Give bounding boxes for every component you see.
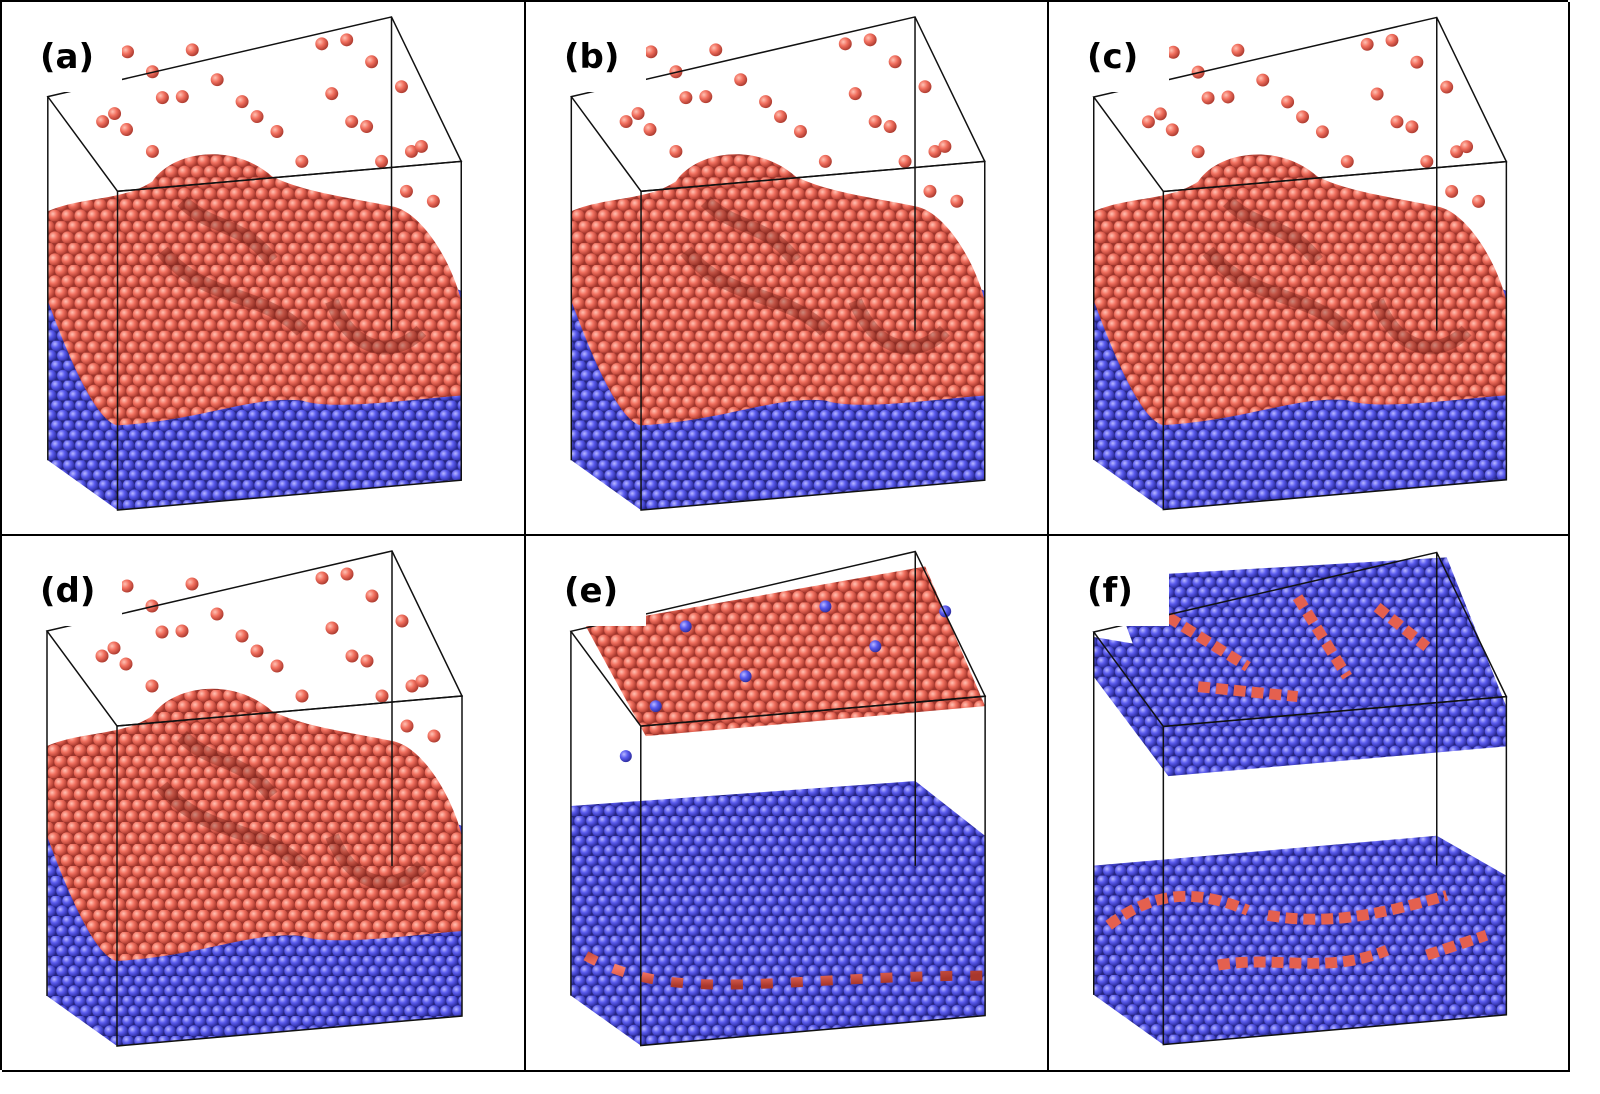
figure-grid: (a) (b) (c) (d) (e) (f) <box>0 0 1570 1072</box>
panel-label: (d) <box>2 536 122 626</box>
panel-label: (f) <box>1049 536 1169 626</box>
panel-label: (e) <box>526 536 646 626</box>
panel-label: (b) <box>526 2 646 92</box>
panel: (c) <box>1049 2 1570 536</box>
panel: (d) <box>2 536 526 1072</box>
panel: (b) <box>526 2 1049 536</box>
panel: (f) <box>1049 536 1570 1072</box>
panel-label: (c) <box>1049 2 1169 92</box>
panel-label: (a) <box>2 2 122 92</box>
panel: (e) <box>526 536 1049 1072</box>
panel: (a) <box>2 2 526 536</box>
